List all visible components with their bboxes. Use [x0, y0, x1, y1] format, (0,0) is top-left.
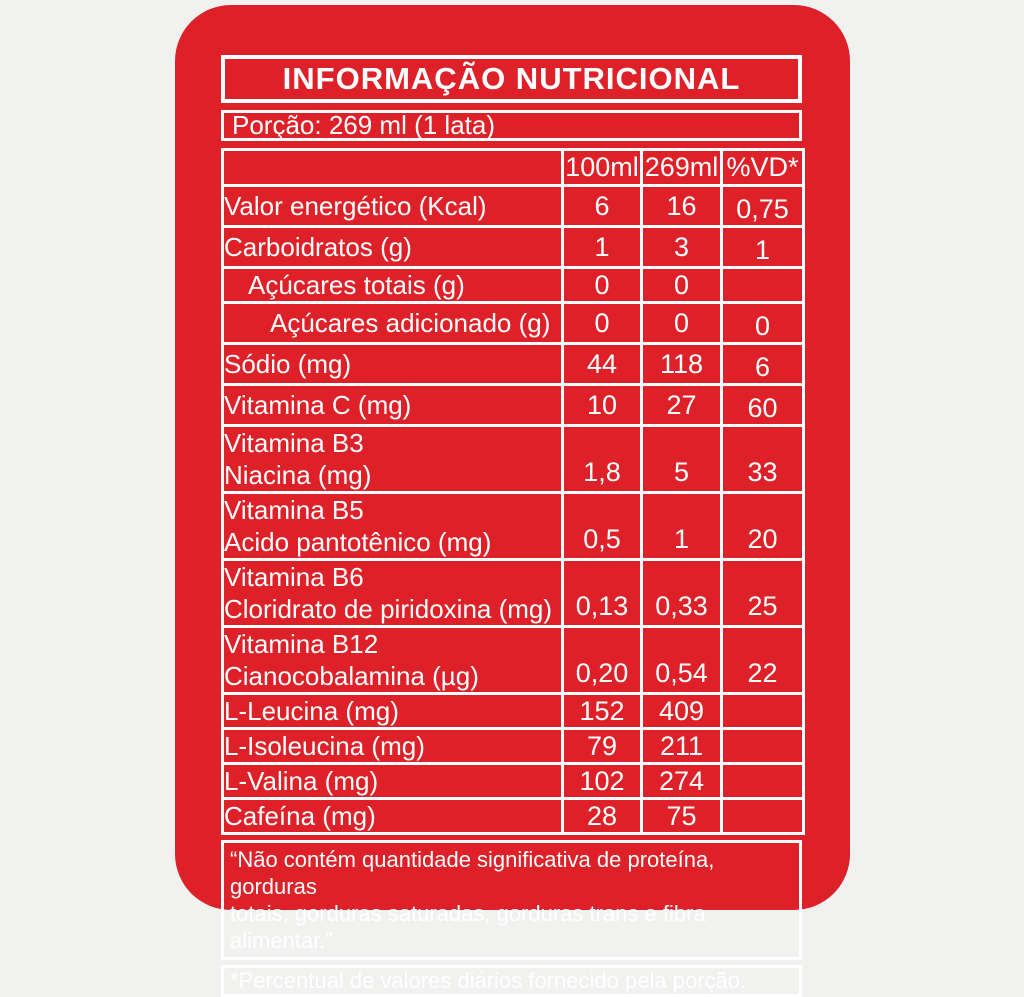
- serving-size-box: Porção: 269 ml (1 lata): [221, 110, 802, 141]
- value-vd: 22: [720, 625, 805, 695]
- value-vd: [720, 266, 805, 304]
- nutrient-label: Vitamina B5 Acido pantotênico (mg): [221, 491, 564, 561]
- value-269ml: 5: [640, 424, 723, 494]
- table-row: Vitamina B5 Acido pantotênico (mg) 0,5 1 20: [221, 491, 805, 561]
- value-vd: 1: [720, 225, 805, 269]
- nutrient-label: Vitamina B12 Cianocobalamina (µg): [221, 625, 564, 695]
- value-vd: 0: [720, 301, 805, 345]
- nutrient-label: Sódio (mg): [221, 342, 564, 386]
- table-row: Vitamina B12 Cianocobalamina (µg) 0,20 0,5…: [221, 625, 805, 695]
- value-269ml: 274: [640, 762, 723, 800]
- column-header-100ml: 100ml: [561, 148, 643, 187]
- value-100ml: 28: [561, 797, 643, 835]
- value-vd: 33: [720, 424, 805, 494]
- column-header-269ml: 269ml: [640, 148, 723, 187]
- value-100ml: 0: [561, 301, 643, 345]
- nutrient-label: Cafeína (mg): [221, 797, 564, 835]
- table-row: L-Leucina (mg) 152 409: [221, 692, 805, 730]
- value-269ml: 0: [640, 266, 723, 304]
- table-row: Açúcares adicionado (g) 0 0 0: [221, 301, 805, 345]
- table-row: Carboidratos (g) 1 3 1: [221, 225, 805, 269]
- nutrition-table-body: Valor energético (Kcal) 6 16 0,75 Carboidrat…: [221, 184, 805, 835]
- table-row: L-Valina (mg) 102 274: [221, 762, 805, 800]
- value-269ml: 409: [640, 692, 723, 730]
- title-box: INFORMAÇÃO NUTRICIONAL: [221, 55, 802, 103]
- table-row: Vitamina B6 Cloridrato de piridoxina (mg…: [221, 558, 805, 628]
- table-row: Açúcares totais (g) 0 0: [221, 266, 805, 304]
- value-100ml: 152: [561, 692, 643, 730]
- nutrition-label-card: INFORMAÇÃO NUTRICIONAL Porção: 269 ml (1…: [175, 5, 850, 997]
- value-vd: [720, 797, 805, 835]
- value-100ml: 1: [561, 225, 643, 269]
- table-header-row: 100ml 269ml %VD*: [221, 148, 805, 187]
- value-100ml: 0,13: [561, 558, 643, 628]
- value-100ml: 79: [561, 727, 643, 765]
- value-vd: [720, 762, 805, 800]
- table-row: Vitamina C (mg) 10 27 60: [221, 383, 805, 427]
- nutrient-label: Vitamina B6 Cloridrato de piridoxina (mg…: [221, 558, 564, 628]
- value-269ml: 0,33: [640, 558, 723, 628]
- nutrient-label: L-Isoleucina (mg): [221, 727, 564, 765]
- table-row: Vitamina B3 Niacina (mg) 1,8 5 33: [221, 424, 805, 494]
- value-vd: [720, 727, 805, 765]
- table-row: Cafeína (mg) 28 75: [221, 797, 805, 835]
- nutrition-table: 100ml 269ml %VD* Valor energético (Kcal)…: [221, 148, 805, 835]
- nutrient-label: Vitamina C (mg): [221, 383, 564, 427]
- value-269ml: 118: [640, 342, 723, 386]
- no-significant-amounts-note: “Não contém quantidade significativa de …: [221, 840, 802, 960]
- value-vd: [720, 692, 805, 730]
- value-vd: 25: [720, 558, 805, 628]
- nutrient-label: L-Valina (mg): [221, 762, 564, 800]
- value-100ml: 1,8: [561, 424, 643, 494]
- value-100ml: 0: [561, 266, 643, 304]
- daily-value-note-box: *Percentual de valores diários fornecido…: [221, 965, 802, 997]
- nutrient-column-header-empty: [221, 148, 564, 187]
- nutrient-label: Açúcares adicionado (g): [221, 301, 564, 345]
- value-269ml: 0: [640, 301, 723, 345]
- table-row: Valor energético (Kcal) 6 16 0,75: [221, 184, 805, 228]
- value-100ml: 6: [561, 184, 643, 228]
- value-vd: 60: [720, 383, 805, 427]
- nutrient-label: L-Leucina (mg): [221, 692, 564, 730]
- table-row: Sódio (mg) 44 118 6: [221, 342, 805, 386]
- value-100ml: 44: [561, 342, 643, 386]
- column-header-vd: %VD*: [720, 148, 805, 187]
- value-269ml: 3: [640, 225, 723, 269]
- value-100ml: 102: [561, 762, 643, 800]
- value-269ml: 1: [640, 491, 723, 561]
- value-vd: 0,75: [720, 184, 805, 228]
- value-269ml: 75: [640, 797, 723, 835]
- serving-size-text: Porção: 269 ml (1 lata): [232, 110, 496, 140]
- table-row: L-Isoleucina (mg) 79 211: [221, 727, 805, 765]
- value-100ml: 10: [561, 383, 643, 427]
- value-100ml: 0,5: [561, 491, 643, 561]
- value-vd: 6: [720, 342, 805, 386]
- daily-value-note-text: *Percentual de valores diários fornecido…: [230, 968, 747, 993]
- page-title: INFORMAÇÃO NUTRICIONAL: [282, 61, 741, 96]
- value-269ml: 0,54: [640, 625, 723, 695]
- nutrient-label: Valor energético (Kcal): [221, 184, 564, 228]
- value-100ml: 0,20: [561, 625, 643, 695]
- value-vd: 20: [720, 491, 805, 561]
- value-269ml: 211: [640, 727, 723, 765]
- label-content: INFORMAÇÃO NUTRICIONAL Porção: 269 ml (1…: [221, 55, 805, 997]
- nutrient-label: Carboidratos (g): [221, 225, 564, 269]
- value-269ml: 16: [640, 184, 723, 228]
- nutrient-label: Açúcares totais (g): [221, 266, 564, 304]
- nutrient-label: Vitamina B3 Niacina (mg): [221, 424, 564, 494]
- value-269ml: 27: [640, 383, 723, 427]
